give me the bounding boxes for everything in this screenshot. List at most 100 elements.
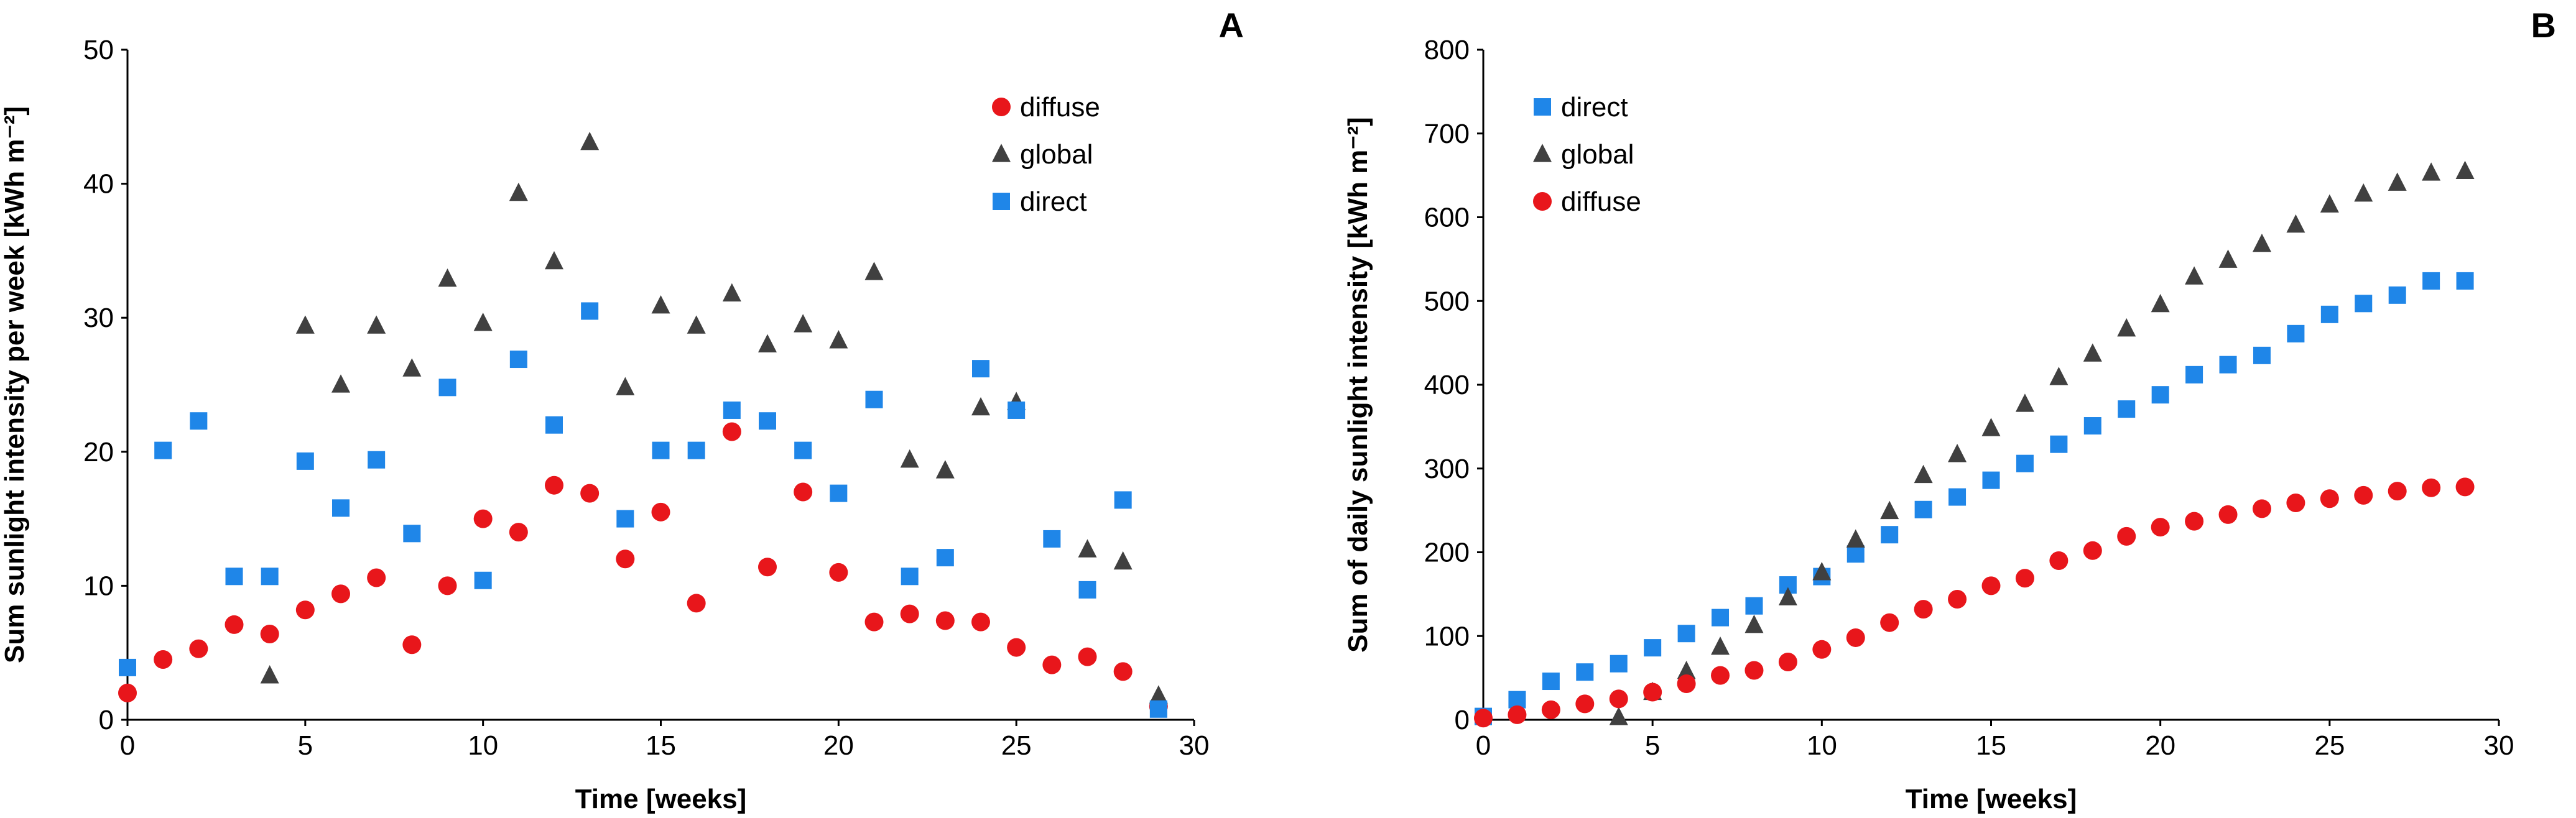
legend: direct global diffuse	[1533, 92, 1641, 217]
diffuse-point	[2151, 518, 2170, 537]
diffuse-point	[2015, 569, 2034, 588]
x-axis-title: Time [weeks]	[575, 784, 747, 814]
legend-label-direct: direct	[1561, 92, 1628, 122]
global-point	[2151, 293, 2170, 313]
global-point	[331, 374, 350, 393]
diffuse-point	[2185, 512, 2204, 531]
direct-point	[190, 412, 208, 430]
direct-point	[1610, 655, 1628, 673]
diffuse-point	[1541, 700, 1560, 719]
direct-point	[474, 571, 492, 589]
global-point	[1981, 418, 2001, 436]
diffuse-point	[189, 639, 208, 658]
diffuse-point	[509, 523, 528, 542]
y-tick-label: 800	[1424, 35, 1470, 65]
direct-point	[1677, 625, 1695, 643]
global-point	[1677, 661, 1696, 679]
legend: diffuse global direct	[992, 92, 1100, 217]
direct-point	[368, 451, 386, 469]
global-point	[1609, 707, 1628, 725]
diffuse-point	[2049, 551, 2069, 570]
direct-point	[2151, 386, 2169, 404]
direct-point	[1982, 471, 2000, 489]
diffuse-point	[1711, 666, 1730, 685]
direct-point	[936, 549, 954, 567]
direct-point	[332, 499, 350, 517]
diffuse-point	[225, 615, 244, 634]
panel-label: B	[2531, 6, 2556, 45]
diffuse-point	[1643, 682, 1662, 702]
global-point	[509, 182, 528, 201]
diffuse-point	[1677, 674, 1696, 694]
x-tick-label: 30	[2484, 730, 2514, 761]
y-axis-title: Sum sunlight intensity per week [kWh m⁻²…	[0, 106, 30, 663]
global-point	[829, 330, 848, 349]
direct-point	[1712, 609, 1730, 627]
diffuse-point	[2117, 526, 2136, 546]
global-point	[687, 315, 706, 334]
y-tick-label: 10	[83, 571, 114, 601]
diffuse-point	[473, 509, 493, 528]
diffuse-point	[367, 568, 386, 587]
direct-point	[2185, 365, 2203, 384]
y-tick-label: 400	[1424, 370, 1470, 400]
y-tick-label: 0	[1455, 705, 1470, 735]
global-point	[758, 334, 777, 352]
global-point	[1778, 587, 1797, 605]
global-point	[580, 131, 600, 150]
diffuse-point	[2388, 482, 2407, 501]
global-point	[545, 250, 563, 270]
diffuse-point	[2083, 541, 2102, 560]
direct-point	[652, 441, 670, 459]
x-tick-label: 20	[2145, 730, 2175, 761]
x-tick-label: 25	[2314, 730, 2345, 761]
direct-point	[2083, 417, 2101, 435]
diffuse-point	[2252, 499, 2271, 518]
series-direct	[1475, 272, 2474, 725]
direct-point	[2219, 356, 2237, 374]
direct-point	[2118, 400, 2136, 418]
legend-label-global: global	[1561, 139, 1634, 170]
y-tick-label: 500	[1424, 286, 1470, 316]
global-point	[1880, 500, 1899, 520]
direct-point	[1078, 581, 1096, 599]
global-point	[295, 315, 315, 334]
legend-label-diffuse: diffuse	[1561, 186, 1641, 217]
direct-point	[438, 379, 456, 397]
direct-point	[1542, 673, 1560, 691]
x-tick-label: 10	[468, 730, 498, 761]
diffuse-point	[829, 563, 848, 582]
x-tick-label: 15	[646, 730, 676, 761]
global-point	[2218, 249, 2238, 268]
legend-marker-direct	[1534, 98, 1551, 116]
diffuse-point	[1078, 647, 1097, 666]
diffuse-point	[1812, 640, 1832, 659]
diffuse-point	[295, 600, 315, 620]
y-tick-label: 600	[1424, 203, 1470, 233]
diffuse-point	[402, 635, 422, 655]
direct-point	[1846, 545, 1865, 563]
diffuse-point	[260, 625, 279, 644]
diffuse-point	[580, 484, 600, 503]
direct-point	[2456, 272, 2474, 290]
y-tick-label: 700	[1424, 119, 1470, 149]
global-point	[900, 449, 919, 468]
direct-point	[972, 360, 989, 378]
x-tick-label: 15	[1976, 730, 2006, 761]
legend-marker-diffuse	[992, 98, 1011, 116]
direct-point	[830, 484, 848, 502]
diffuse-point	[1948, 589, 1967, 609]
diffuse-point	[2218, 505, 2238, 524]
y-tick-label: 300	[1424, 454, 1470, 484]
diffuse-point	[722, 422, 741, 441]
direct-point	[2355, 295, 2373, 313]
direct-point	[723, 401, 741, 419]
diffuse-point	[651, 502, 670, 522]
diffuse-point	[1508, 705, 1527, 724]
global-point	[260, 665, 279, 684]
direct-point	[2050, 435, 2068, 453]
direct-point	[1114, 491, 1132, 509]
y-tick-label: 100	[1424, 621, 1470, 651]
global-point	[2015, 393, 2034, 412]
